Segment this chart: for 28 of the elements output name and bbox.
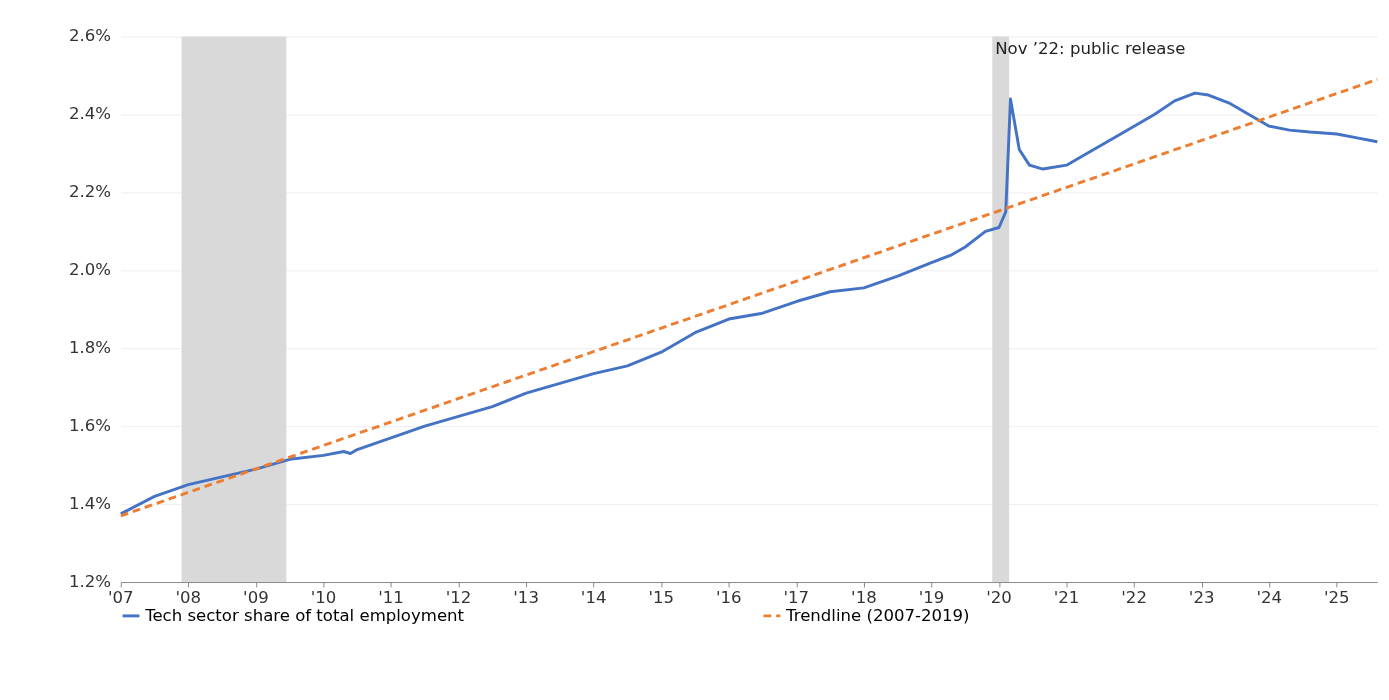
x-tick-label: '08 <box>175 587 202 607</box>
x-tick-label: '19 <box>918 587 945 607</box>
x-tick-label: '17 <box>783 587 810 607</box>
x-tick-label: '20 <box>986 587 1012 607</box>
x-tick-label: '11 <box>378 587 404 607</box>
legend-label: Trendline (2007-2019) <box>785 605 970 625</box>
y-tick-label: 2.4% <box>69 104 112 124</box>
x-tick-label: '25 <box>1323 587 1350 607</box>
x-tick-label: '22 <box>1121 587 1147 607</box>
x-tick-label: '18 <box>851 587 877 607</box>
x-tick-label: '13 <box>513 587 539 607</box>
y-tick-label: 2.0% <box>69 260 112 280</box>
x-tick-label: '14 <box>580 587 607 607</box>
x-tick-label: '23 <box>1188 587 1215 607</box>
x-tick-label: '09 <box>243 587 269 607</box>
x-tick-label: '10 <box>310 587 337 607</box>
x-tick-label: '21 <box>1053 587 1080 607</box>
x-tick-label: '16 <box>715 587 742 607</box>
y-tick-label: 2.6% <box>69 26 112 46</box>
x-tick-label: '12 <box>445 587 472 607</box>
x-tick-label: '15 <box>648 587 675 607</box>
y-tick-label: 1.8% <box>69 338 112 358</box>
y-tick-label: 2.2% <box>69 182 112 202</box>
legend-label: Tech sector share of total employment <box>144 605 465 625</box>
annotation: Nov ’22: public release <box>995 39 1186 59</box>
x-tick-label: '24 <box>1256 587 1283 607</box>
y-tick-label: 1.6% <box>69 416 112 436</box>
y-tick-label: 1.4% <box>69 493 112 513</box>
